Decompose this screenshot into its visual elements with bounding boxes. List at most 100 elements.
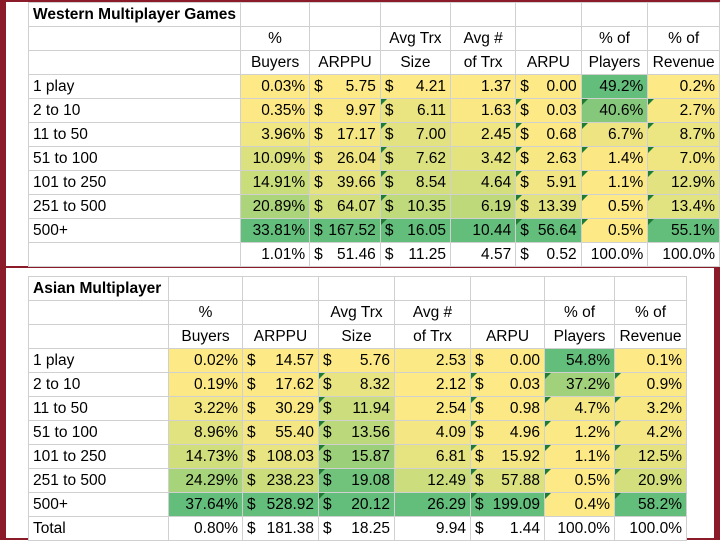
- cell-buyers[interactable]: 10.09%: [240, 146, 311, 171]
- row-label[interactable]: 51 to 100: [28, 420, 169, 445]
- cell-arppu[interactable]: $55.40: [242, 420, 319, 445]
- cell-revenue[interactable]: 3.2%: [614, 396, 687, 421]
- cell-players[interactable]: 1.2%: [544, 420, 615, 445]
- cell-buyers[interactable]: 8.96%: [168, 420, 243, 445]
- cell-trx_size[interactable]: $4.21: [379, 74, 452, 99]
- cell-players[interactable]: 1.1%: [544, 444, 615, 469]
- column-header[interactable]: % of: [614, 300, 687, 325]
- column-header[interactable]: % of: [544, 300, 615, 325]
- cell-buyers[interactable]: 20.89%: [240, 194, 311, 219]
- total-arpu[interactable]: $1.44: [470, 516, 545, 541]
- cell-arppu[interactable]: $39.66: [309, 170, 381, 195]
- empty-cell[interactable]: [515, 2, 582, 27]
- cell-trx_size[interactable]: $15.87: [318, 444, 395, 469]
- cell-players[interactable]: 37.2%: [544, 372, 615, 397]
- total-revenue[interactable]: 100.0%: [647, 242, 720, 267]
- column-header[interactable]: % of: [647, 26, 720, 51]
- column-header[interactable]: of Trx: [394, 324, 471, 349]
- row-label[interactable]: 11 to 50: [27, 122, 242, 147]
- column-header[interactable]: Revenue: [647, 50, 720, 75]
- row-label[interactable]: 11 to 50: [28, 396, 169, 421]
- cell-arpu[interactable]: $199.09: [470, 492, 545, 517]
- total-buyers[interactable]: 1.01%: [240, 242, 311, 267]
- cell-num_trx[interactable]: 12.49: [394, 468, 471, 493]
- empty-cell[interactable]: [394, 276, 471, 301]
- cell-revenue[interactable]: 55.1%: [647, 218, 720, 243]
- cell-num_trx[interactable]: 2.53: [394, 348, 471, 373]
- cell-trx_size[interactable]: $5.76: [318, 348, 395, 373]
- total-label[interactable]: Total: [28, 516, 169, 541]
- cell-num_trx[interactable]: 6.19: [450, 194, 517, 219]
- row-label[interactable]: 101 to 250: [27, 170, 242, 195]
- cell-arpu[interactable]: $0.03: [515, 98, 582, 123]
- empty-cell[interactable]: [309, 2, 381, 27]
- row-label[interactable]: 251 to 500: [27, 194, 242, 219]
- cell-arpu[interactable]: $0.03: [470, 372, 545, 397]
- total-revenue[interactable]: 100.0%: [614, 516, 687, 541]
- empty-cell[interactable]: [318, 276, 395, 301]
- total-trx_size[interactable]: $11.25: [379, 242, 452, 267]
- cell-trx_size[interactable]: $7.00: [379, 122, 452, 147]
- cell-buyers[interactable]: 33.81%: [240, 218, 311, 243]
- column-header[interactable]: Avg Trx: [318, 300, 395, 325]
- cell-buyers[interactable]: 0.03%: [240, 74, 311, 99]
- cell-arpu[interactable]: $0.00: [515, 74, 582, 99]
- cell-num_trx[interactable]: 10.44: [450, 218, 517, 243]
- column-header[interactable]: Size: [379, 50, 452, 75]
- cell-players[interactable]: 0.4%: [544, 492, 615, 517]
- empty-cell[interactable]: [240, 2, 311, 27]
- total-trx_size[interactable]: $18.25: [318, 516, 395, 541]
- cell-num_trx[interactable]: 2.54: [394, 396, 471, 421]
- column-header[interactable]: ARPPU: [309, 50, 381, 75]
- row-label[interactable]: 2 to 10: [28, 372, 169, 397]
- column-header[interactable]: [28, 324, 169, 349]
- cell-buyers[interactable]: 37.64%: [168, 492, 243, 517]
- cell-num_trx[interactable]: 4.64: [450, 170, 517, 195]
- cell-arppu[interactable]: $108.03: [242, 444, 319, 469]
- row-label[interactable]: 51 to 100: [27, 146, 242, 171]
- column-header[interactable]: Buyers: [240, 50, 311, 75]
- row-label[interactable]: 101 to 250: [28, 444, 169, 469]
- cell-trx_size[interactable]: $16.05: [379, 218, 452, 243]
- total-label[interactable]: [27, 242, 242, 267]
- cell-buyers[interactable]: 0.35%: [240, 98, 311, 123]
- empty-cell[interactable]: [614, 276, 687, 301]
- cell-num_trx[interactable]: 6.81: [394, 444, 471, 469]
- empty-cell[interactable]: [470, 276, 545, 301]
- column-header[interactable]: Players: [580, 50, 649, 75]
- empty-cell[interactable]: [242, 276, 319, 301]
- cell-arppu[interactable]: $14.57: [242, 348, 319, 373]
- cell-arppu[interactable]: $30.29: [242, 396, 319, 421]
- cell-players[interactable]: 49.2%: [580, 74, 649, 99]
- empty-cell[interactable]: [580, 2, 649, 27]
- cell-arpu[interactable]: $4.96: [470, 420, 545, 445]
- empty-cell[interactable]: [168, 276, 243, 301]
- cell-buyers[interactable]: 3.22%: [168, 396, 243, 421]
- cell-revenue[interactable]: 12.5%: [614, 444, 687, 469]
- column-header[interactable]: [470, 300, 545, 325]
- cell-players[interactable]: 0.5%: [580, 194, 649, 219]
- cell-revenue[interactable]: 12.9%: [647, 170, 720, 195]
- cell-arpu[interactable]: $57.88: [470, 468, 545, 493]
- column-header[interactable]: ARPPU: [242, 324, 319, 349]
- cell-revenue[interactable]: 2.7%: [647, 98, 720, 123]
- column-header[interactable]: ARPU: [470, 324, 545, 349]
- column-header[interactable]: Players: [544, 324, 615, 349]
- cell-arpu[interactable]: $56.64: [515, 218, 582, 243]
- cell-num_trx[interactable]: 3.42: [450, 146, 517, 171]
- cell-revenue[interactable]: 0.9%: [614, 372, 687, 397]
- cell-players[interactable]: 6.7%: [580, 122, 649, 147]
- cell-num_trx[interactable]: 1.63: [450, 98, 517, 123]
- cell-buyers[interactable]: 0.19%: [168, 372, 243, 397]
- row-label[interactable]: 1 play: [27, 74, 242, 99]
- cell-num_trx[interactable]: 1.37: [450, 74, 517, 99]
- cell-buyers[interactable]: 24.29%: [168, 468, 243, 493]
- column-header[interactable]: %: [240, 26, 311, 51]
- column-header[interactable]: [27, 50, 242, 75]
- cell-trx_size[interactable]: $13.56: [318, 420, 395, 445]
- cell-arppu[interactable]: $528.92: [242, 492, 319, 517]
- cell-num_trx[interactable]: 4.09: [394, 420, 471, 445]
- cell-arpu[interactable]: $2.63: [515, 146, 582, 171]
- cell-arppu[interactable]: $64.07: [309, 194, 381, 219]
- column-header[interactable]: of Trx: [450, 50, 517, 75]
